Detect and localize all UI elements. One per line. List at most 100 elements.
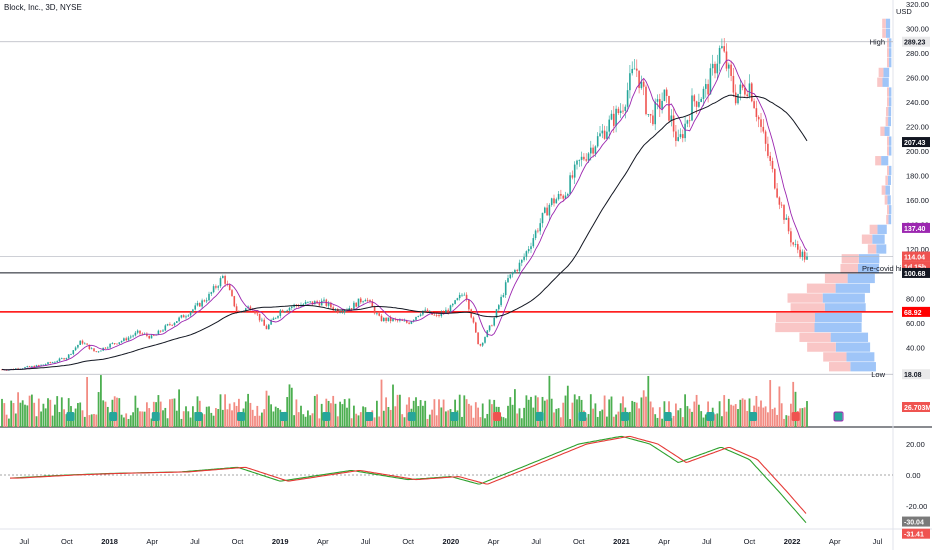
candle-body (281, 310, 284, 313)
volume-bar (714, 414, 716, 427)
earnings-marker (365, 412, 374, 421)
candle-body (580, 156, 583, 160)
volume-profile-bar (887, 48, 889, 58)
volume-bar (458, 394, 461, 427)
candle-body (718, 48, 721, 64)
candle-body (360, 298, 362, 303)
candle-body (369, 300, 371, 302)
volume-bar (640, 397, 643, 427)
candle-body (684, 123, 686, 139)
volume-profile-bar (787, 293, 823, 303)
earnings-marker (322, 412, 331, 421)
volume-bar (686, 406, 689, 427)
price-tick-label: 120.00 (906, 245, 929, 254)
volume-bar (26, 405, 29, 427)
volume-bar (217, 409, 220, 427)
volume-bar (557, 408, 560, 427)
volume-bar (141, 411, 144, 427)
support-value-badge: 68.92 (904, 310, 922, 317)
time-tick-label: Apr (658, 537, 670, 546)
volume-bar (773, 407, 776, 427)
volume-profile-bar (790, 303, 825, 313)
candle-body (783, 205, 785, 220)
candle-body (755, 108, 758, 117)
macd-tick-label: 0.00 (906, 471, 921, 480)
candle-body (288, 307, 291, 311)
volume-bar (633, 401, 636, 427)
candle-body (521, 259, 523, 263)
candle-body (693, 95, 696, 102)
volume-bar (543, 400, 546, 427)
candle-body (500, 296, 502, 306)
candle-body (130, 336, 132, 338)
volume-bar (77, 403, 79, 427)
volume-bar (136, 407, 139, 427)
volume-profile-bar (889, 146, 892, 156)
candle-body (514, 269, 516, 273)
time-tick-label: Jul (702, 537, 712, 546)
volume-bar (378, 416, 381, 427)
volume-bar (546, 399, 548, 427)
candle-body (530, 246, 532, 250)
volume-bar (58, 411, 61, 427)
volume-bar (387, 406, 390, 427)
volume-profile-bar (887, 136, 889, 146)
volume-bar (723, 395, 726, 427)
candle-body (438, 315, 440, 317)
candle-body (235, 306, 238, 312)
volume-bar (249, 402, 252, 427)
volume-bar (477, 407, 479, 427)
volume-profile-bar (889, 205, 892, 215)
earnings-marker (706, 412, 715, 421)
volume-profile-bar (888, 107, 892, 117)
volume-bar (780, 403, 783, 427)
volume-profile-bar (846, 352, 875, 362)
candle-body (458, 294, 461, 299)
volume-bar (569, 418, 571, 427)
volume-bar (514, 389, 516, 427)
volume-profile-bar (887, 57, 889, 68)
volume-bar (760, 400, 762, 427)
volume-bar (550, 398, 553, 427)
candle-body (606, 131, 608, 139)
candle-body (771, 160, 774, 170)
volume-bar (709, 418, 712, 427)
volume-bar (44, 408, 47, 427)
candle-body (732, 75, 735, 93)
volume-bar (730, 404, 732, 427)
candle-body (164, 325, 167, 331)
candle-body (426, 309, 429, 313)
candle-body (741, 84, 744, 88)
candle-body (327, 302, 330, 306)
volume-profile-bar (881, 185, 886, 195)
candle-body (201, 300, 203, 307)
volume-profile-bar (814, 313, 862, 323)
candle-body (601, 130, 604, 134)
volume-bar (125, 413, 128, 427)
volume-bar (592, 408, 594, 427)
time-tick-label: Oct (573, 537, 586, 546)
volume-bar (180, 418, 183, 427)
volume-bar (350, 418, 353, 427)
candle-body (672, 115, 675, 132)
volume-bar (54, 404, 56, 427)
candle-body (445, 309, 447, 314)
volume-bar (19, 402, 22, 427)
volume-bar (601, 409, 604, 427)
candle-body (169, 324, 171, 325)
volume-profile-bar (850, 362, 876, 372)
candle-body (498, 305, 500, 310)
candle-body (555, 199, 558, 204)
volume-bar (461, 416, 463, 427)
time-tick-label: 2020 (442, 537, 459, 546)
candle-body (79, 340, 81, 345)
candle-body (456, 298, 459, 301)
candle-body (599, 133, 601, 137)
signal-value-badge-bg (902, 528, 930, 539)
volume-bar (479, 417, 482, 427)
volume-profile-bar (889, 57, 892, 68)
volume-bar (642, 390, 645, 427)
time-tick-label: Jul (873, 537, 883, 546)
candle-body (585, 159, 587, 161)
